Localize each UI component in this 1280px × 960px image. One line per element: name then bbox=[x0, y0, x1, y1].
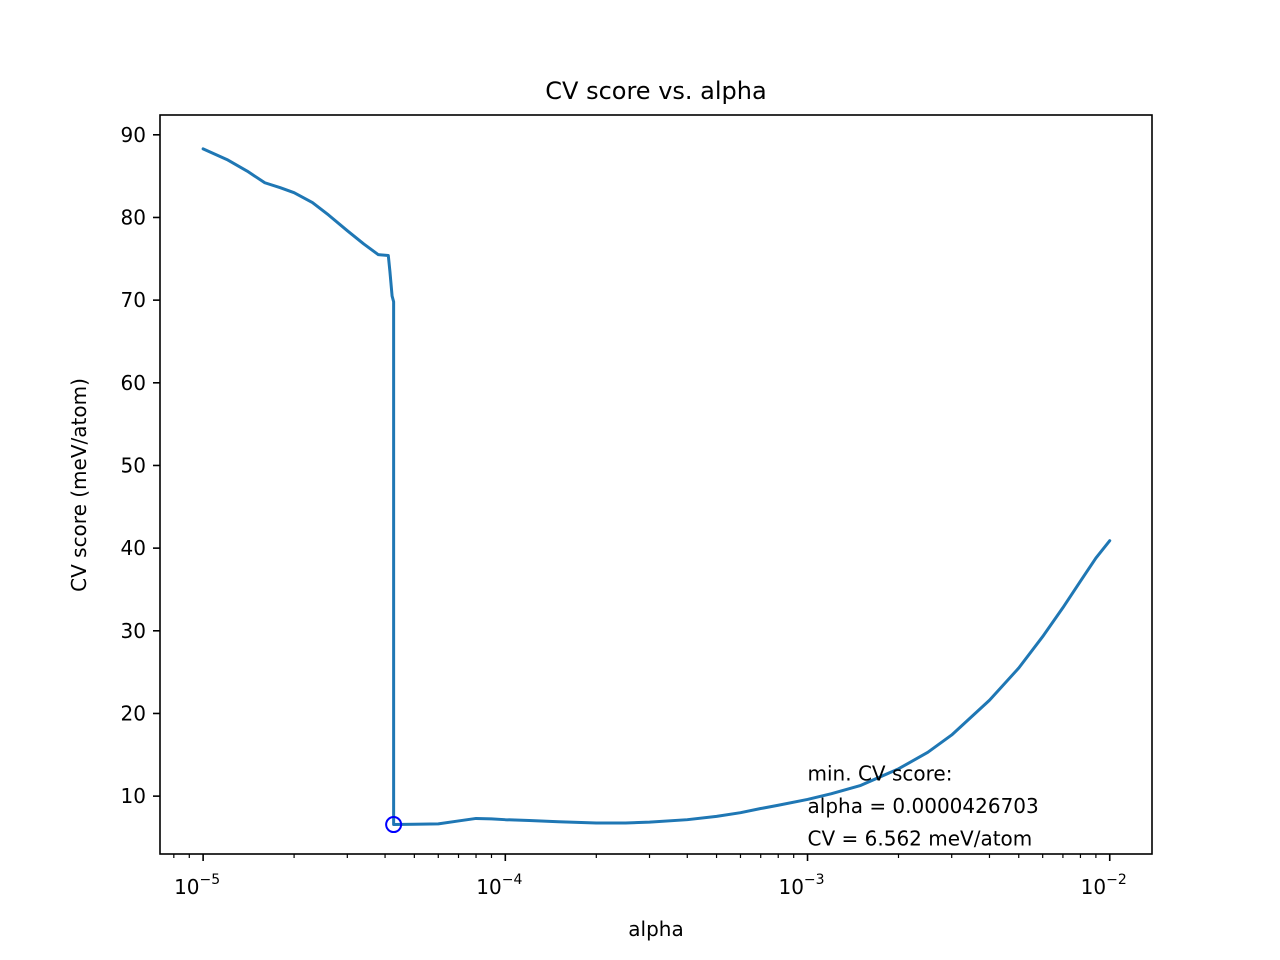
chart-title: CV score vs. alpha bbox=[545, 77, 766, 105]
y-tick-label: 30 bbox=[121, 619, 146, 643]
axes-frame bbox=[159, 114, 1153, 855]
y-tick-label: 20 bbox=[121, 701, 146, 725]
annotation-line-1: alpha = 0.0000426703 bbox=[808, 794, 1039, 818]
y-axis-label: CV score (meV/atom) bbox=[67, 378, 91, 592]
y-tick-label: 90 bbox=[121, 123, 146, 147]
y-tick-label: 70 bbox=[121, 288, 146, 312]
y-tick-label: 80 bbox=[121, 205, 146, 229]
x-tick-label: 10−5 bbox=[174, 872, 220, 899]
annotation-line-0: min. CV score: bbox=[808, 761, 953, 785]
y-tick-label: 50 bbox=[121, 453, 146, 477]
axes: 10 20 30 40 50 60 70 80 90 10−5 10−4 10−3 10−2 bbox=[121, 114, 1153, 899]
min-cv-annotation: min. CV score: alpha = 0.0000426703 CV = 6… bbox=[808, 761, 1039, 850]
series-line-0 bbox=[201, 147, 1112, 827]
x-tick-label: 10−3 bbox=[778, 872, 824, 899]
min-cv-marker bbox=[385, 816, 403, 834]
annotation-line-2: CV = 6.562 meV/atom bbox=[808, 826, 1033, 850]
x-tick-label: 10−2 bbox=[1081, 872, 1127, 899]
y-tick-label: 60 bbox=[121, 371, 146, 395]
plot-area bbox=[201, 147, 1112, 834]
x-tick-label: 10−4 bbox=[476, 872, 522, 899]
x-axis-label: alpha bbox=[628, 917, 683, 941]
y-tick-label: 40 bbox=[121, 536, 146, 560]
y-tick-label: 10 bbox=[121, 784, 146, 808]
